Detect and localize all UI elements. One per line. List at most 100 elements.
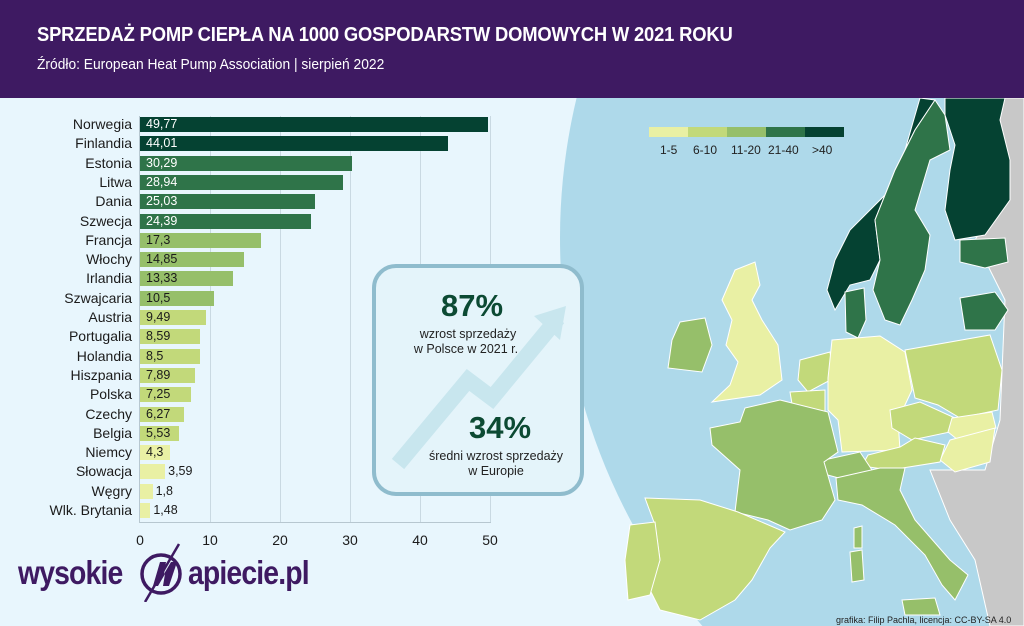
bar-category-label: Irlandia bbox=[86, 270, 132, 287]
bar-category-label: Austria bbox=[88, 309, 132, 325]
bar-row: Czechy 6,27 bbox=[0, 405, 520, 424]
bar-value-label: 4,3 bbox=[146, 445, 164, 460]
gridline bbox=[350, 116, 351, 522]
bar-row: Francja 17,3 bbox=[0, 231, 520, 250]
bar bbox=[140, 503, 151, 518]
map-italy bbox=[835, 467, 969, 601]
poland-growth-value: 87% bbox=[440, 288, 504, 323]
bar-value-label: 6,27 bbox=[146, 406, 171, 421]
bar-category-label: Finlandia bbox=[75, 135, 132, 152]
logo-text-left: wysokie bbox=[18, 554, 123, 591]
gridline bbox=[280, 116, 281, 522]
europe-growth-label-2: w Europie bbox=[468, 464, 524, 478]
bar-row: Słowacja 3,59 bbox=[0, 462, 520, 481]
bar-category-label: Włochy bbox=[86, 251, 132, 268]
stats-callout: 87% wzrost sprzedaży w Polsce w 2021 r. … bbox=[372, 264, 584, 496]
bar-chart: Norwegia 49,77 Finlandia 44,01 Estonia 30,29 L… bbox=[0, 98, 520, 558]
map-germany bbox=[827, 335, 913, 453]
bar-value-label: 8,59 bbox=[146, 329, 171, 344]
bar-row: Węgry 1,8 bbox=[0, 482, 520, 501]
y-axis-line bbox=[139, 116, 140, 522]
bar-row: Belgia 5,53 bbox=[0, 424, 520, 443]
bar-category-label: Słowacja bbox=[75, 463, 132, 480]
map-netherlands bbox=[797, 351, 835, 393]
legend-swatch bbox=[649, 127, 688, 137]
bar-row: Szwecja 24,39 bbox=[0, 212, 520, 231]
bar bbox=[140, 155, 353, 171]
bar-category-label: Estonia bbox=[85, 154, 132, 171]
bar-row: Niemcy 4,3 bbox=[0, 443, 520, 462]
bar-row: Wlk. Brytania 1,48 bbox=[0, 501, 520, 520]
map-denmark bbox=[844, 287, 867, 339]
bar-category-label: Niemcy bbox=[85, 444, 132, 461]
poland-growth-label-2: w Polsce w 2021 r. bbox=[413, 342, 519, 356]
europe-growth-label-1: średni wzrost sprzedaży bbox=[428, 449, 564, 463]
bar-category-label: Szwecja bbox=[79, 212, 132, 229]
map-portugal bbox=[624, 521, 661, 601]
x-tick: 30 bbox=[342, 532, 358, 548]
x-tick: 50 bbox=[482, 532, 498, 548]
bar bbox=[140, 387, 191, 403]
bar bbox=[140, 464, 166, 480]
bar bbox=[140, 252, 244, 268]
bar bbox=[140, 483, 153, 499]
header: SPRZEDAŻ POMP CIEPŁA NA 1000 GOSPODARSTW… bbox=[0, 0, 1024, 98]
map-ireland bbox=[667, 317, 713, 373]
legend-label: >40 bbox=[812, 143, 833, 157]
bar-value-label: 9,49 bbox=[146, 310, 171, 324]
bar-value-label: 10,5 bbox=[146, 290, 171, 305]
bar bbox=[140, 310, 207, 325]
bar-value-label: 30,29 bbox=[146, 155, 178, 170]
lightning-n-icon bbox=[140, 543, 182, 602]
bar-value-label: 25,03 bbox=[146, 194, 178, 209]
map-sardinia bbox=[849, 549, 865, 583]
bar bbox=[140, 329, 201, 345]
bar bbox=[140, 406, 184, 422]
graphic-credit: grafika: Filip Pachla, licencja: CC-BY-S… bbox=[836, 615, 1012, 625]
x-tick: 20 bbox=[272, 532, 288, 548]
bar-category-label: Polska bbox=[89, 386, 132, 403]
bar-value-label: 7,25 bbox=[146, 387, 171, 402]
bar-row: Litwa 28,94 bbox=[0, 173, 520, 192]
map-france bbox=[709, 399, 839, 531]
legend-label: 11-20 bbox=[731, 143, 761, 157]
map-corsica bbox=[853, 525, 863, 549]
poland-growth-label-1: wzrost sprzedaży bbox=[419, 327, 517, 341]
legend-label: 21-40 bbox=[768, 143, 799, 157]
bar-value-label: 3,59 bbox=[168, 464, 193, 479]
x-tick: 10 bbox=[202, 532, 218, 548]
bar-row: Włochy 14,85 bbox=[0, 250, 520, 269]
chart-subtitle: Źródło: European Heat Pump Association |… bbox=[37, 56, 385, 73]
bar-category-label: Szwajcaria bbox=[64, 289, 132, 306]
map-lithuania bbox=[959, 291, 1009, 331]
bar-value-label: 1,8 bbox=[155, 483, 173, 498]
bar-category-label: Wlk. Brytania bbox=[49, 502, 132, 518]
bar-value-label: 14,85 bbox=[146, 252, 178, 267]
bar-row: Holandia 8,5 bbox=[0, 347, 520, 366]
bar-category-label: Węgry bbox=[91, 482, 132, 499]
bar-row: Polska 7,25 bbox=[0, 385, 520, 404]
bar bbox=[140, 445, 171, 461]
bar-value-label: 17,3 bbox=[146, 232, 171, 247]
bar-value-label: 28,94 bbox=[146, 174, 178, 189]
bar-row: Austria 9,49 bbox=[0, 308, 520, 327]
bar bbox=[140, 290, 214, 306]
wysokienapiecie-logo[interactable]: wysokie apiecie.pl bbox=[18, 542, 338, 602]
bar-category-label: Litwa bbox=[99, 173, 132, 190]
bar bbox=[140, 194, 316, 210]
logo-text-right: apiecie.pl bbox=[188, 554, 310, 591]
bar-row: Finlandia 44,01 bbox=[0, 134, 520, 153]
legend-label: 1-5 bbox=[660, 143, 678, 157]
bar bbox=[140, 271, 234, 287]
bar-category-label: Czechy bbox=[85, 405, 132, 422]
bar-category-label: Holandia bbox=[76, 347, 132, 364]
bar bbox=[140, 425, 179, 441]
bar-value-label: 1,48 bbox=[153, 503, 178, 517]
bar bbox=[140, 232, 262, 248]
bar-category-label: Portugalia bbox=[68, 328, 132, 345]
bar-row: Estonia 30,29 bbox=[0, 154, 520, 173]
map-sweden bbox=[872, 99, 951, 326]
bar-category-label: Hiszpania bbox=[70, 366, 132, 383]
x-tick: 40 bbox=[412, 532, 428, 548]
legend-swatch bbox=[688, 127, 727, 137]
